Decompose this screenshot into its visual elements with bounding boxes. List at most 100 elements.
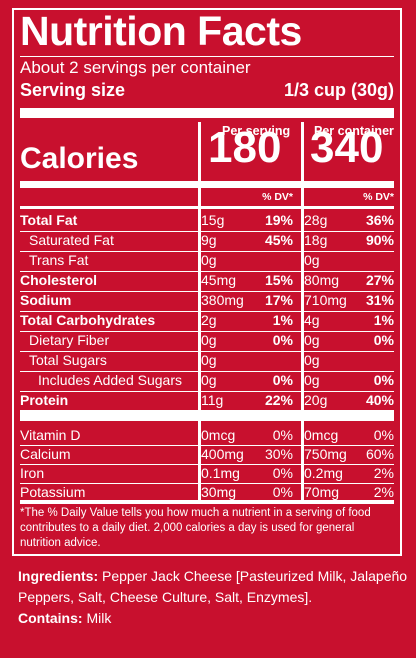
dv-per-serving: 17% <box>264 292 293 308</box>
amount-per-container: 0g <box>304 332 320 348</box>
amount-per-container: 70mg <box>304 484 340 500</box>
nutrition-facts-panel: Nutrition Facts About 2 servings per con… <box>12 8 402 556</box>
amount-per-container: 710mg <box>304 292 347 308</box>
dv-per-serving: 1% <box>272 312 293 328</box>
row-divider <box>20 464 394 465</box>
amount-per-serving: 380mg <box>201 292 244 308</box>
dv-per-container: 36% <box>365 212 394 228</box>
dv-per-serving: 0% <box>272 372 293 388</box>
row-divider <box>20 331 394 332</box>
amount-per-container: 750mg <box>304 446 347 462</box>
dv-per-container: 0% <box>373 332 394 348</box>
nutrient-row: Total Sugars 0g 0g <box>14 351 400 371</box>
nutrient-row: Sodium 380mg 17% 710mg 31% <box>14 291 400 311</box>
dv-per-serving: 0% <box>272 332 293 348</box>
calories-label: Calories <box>20 142 139 175</box>
nutrient-name: Trans Fat <box>29 252 89 268</box>
vitamin-name: Iron <box>20 465 45 481</box>
nutrient-row: Includes Added Sugars 0g 0% 0g 0% <box>14 371 400 391</box>
amount-per-container: 0g <box>304 372 320 388</box>
nutrient-name: Saturated Fat <box>29 232 114 248</box>
dv-per-serving: 22% <box>264 392 293 408</box>
nutrient-name: Total Carbohydrates <box>20 312 156 328</box>
amount-per-serving: 0mcg <box>201 427 236 443</box>
amount-per-serving: 30mg <box>201 484 237 500</box>
dv-header-serving: % DV* <box>262 191 293 203</box>
nutrition-facts-title: Nutrition Facts <box>20 8 302 54</box>
nutrient-name: Sodium <box>20 292 72 308</box>
amount-per-container: 18g <box>304 232 328 248</box>
amount-per-container: 0g <box>304 352 320 368</box>
footnote-rule <box>20 500 394 504</box>
nutrient-row: Dietary Fiber 0g 0% 0g 0% <box>14 331 400 351</box>
dv-per-container: 2% <box>373 484 394 500</box>
nutrient-name: Total Fat <box>20 212 78 228</box>
amount-per-container: 28g <box>304 212 328 228</box>
amount-per-serving: 15g <box>201 212 225 228</box>
row-divider <box>20 371 394 372</box>
dv-per-serving: 0% <box>272 484 293 500</box>
dv-per-container: 0% <box>373 427 394 443</box>
serving-size-label: Serving size <box>20 80 126 100</box>
amount-per-container: 0mcg <box>304 427 339 443</box>
calories-per-serving: 180 <box>208 123 282 172</box>
contains-text: Milk <box>82 610 112 626</box>
amount-per-serving: 0g <box>201 332 217 348</box>
dv-header-container: % DV* <box>363 191 394 203</box>
amount-per-serving: 0g <box>201 352 217 368</box>
row-divider <box>20 311 394 312</box>
vitamin-row: Potassium 30mg 0% 70mg 2% <box>14 483 400 503</box>
amount-per-serving: 11g <box>201 392 224 408</box>
dv-per-container: 40% <box>365 392 394 408</box>
row-divider <box>20 445 394 446</box>
dv-per-serving: 15% <box>264 272 293 288</box>
dv-per-serving: 45% <box>264 232 293 248</box>
dv-per-container: 31% <box>365 292 394 308</box>
nutrient-row: Total Fat 15g 19% 28g 36% <box>14 211 400 231</box>
ingredients-label: Ingredients: <box>18 568 99 584</box>
amount-per-container: 80mg <box>304 272 340 288</box>
thick-rule-vitamins <box>20 410 394 421</box>
row-divider <box>20 483 394 484</box>
dv-per-container: 90% <box>365 232 394 248</box>
vitamin-row: Calcium 400mg 30% 750mg 60% <box>14 445 400 465</box>
ingredients-block: Ingredients: Pepper Jack Cheese [Pasteur… <box>18 566 408 629</box>
amount-per-serving: 2g <box>201 312 217 328</box>
dv-per-container: 0% <box>373 372 394 388</box>
dv-rule <box>20 206 394 209</box>
amount-per-container: 0g <box>304 252 320 268</box>
contains-label: Contains: <box>18 610 83 626</box>
vitamin-row: Iron 0.1mg 0% 0.2mg 2% <box>14 464 400 484</box>
servings-per-container: About 2 servings per container <box>20 58 251 77</box>
vitamin-name: Vitamin D <box>20 427 81 443</box>
nutrient-name: Cholesterol <box>20 272 98 288</box>
per-serving-header: Per serving <box>222 124 291 138</box>
serving-size-value: 1/3 cup (30g) <box>283 80 394 100</box>
dv-per-serving: 19% <box>264 212 293 228</box>
calories-rule <box>20 181 394 188</box>
ingredients-text: Pepper Jack Cheese [Pasteurized Milk, Ja… <box>18 568 408 605</box>
dv-per-serving: 30% <box>264 446 293 462</box>
amount-per-serving: 0g <box>201 252 217 268</box>
nutrient-row: Total Carbohydrates 2g 1% 4g 1% <box>14 311 400 331</box>
amount-per-serving: 0.1mg <box>201 465 240 481</box>
dv-per-container: 27% <box>365 272 394 288</box>
per-container-header: Per container <box>314 124 394 138</box>
vitamin-name: Calcium <box>20 446 71 462</box>
nutrient-name: Includes Added Sugars <box>38 372 182 388</box>
nutrient-name: Protein <box>20 392 69 408</box>
amount-per-serving: 0g <box>201 372 217 388</box>
nutrient-name: Dietary Fiber <box>29 332 110 348</box>
amount-per-serving: 45mg <box>201 272 237 288</box>
dv-per-container: 60% <box>365 446 394 462</box>
nutrient-row: Saturated Fat 9g 45% 18g 90% <box>14 231 400 251</box>
nutrient-row: Protein 11g 22% 20g 40% <box>14 391 400 411</box>
row-divider <box>20 231 394 232</box>
vitamin-name: Potassium <box>20 484 86 500</box>
amount-per-container: 0.2mg <box>304 465 343 481</box>
title-rule <box>20 56 394 57</box>
row-divider <box>20 271 394 272</box>
nutrient-name: Total Sugars <box>29 352 107 368</box>
row-divider <box>20 251 394 252</box>
thick-rule-top <box>20 108 394 118</box>
